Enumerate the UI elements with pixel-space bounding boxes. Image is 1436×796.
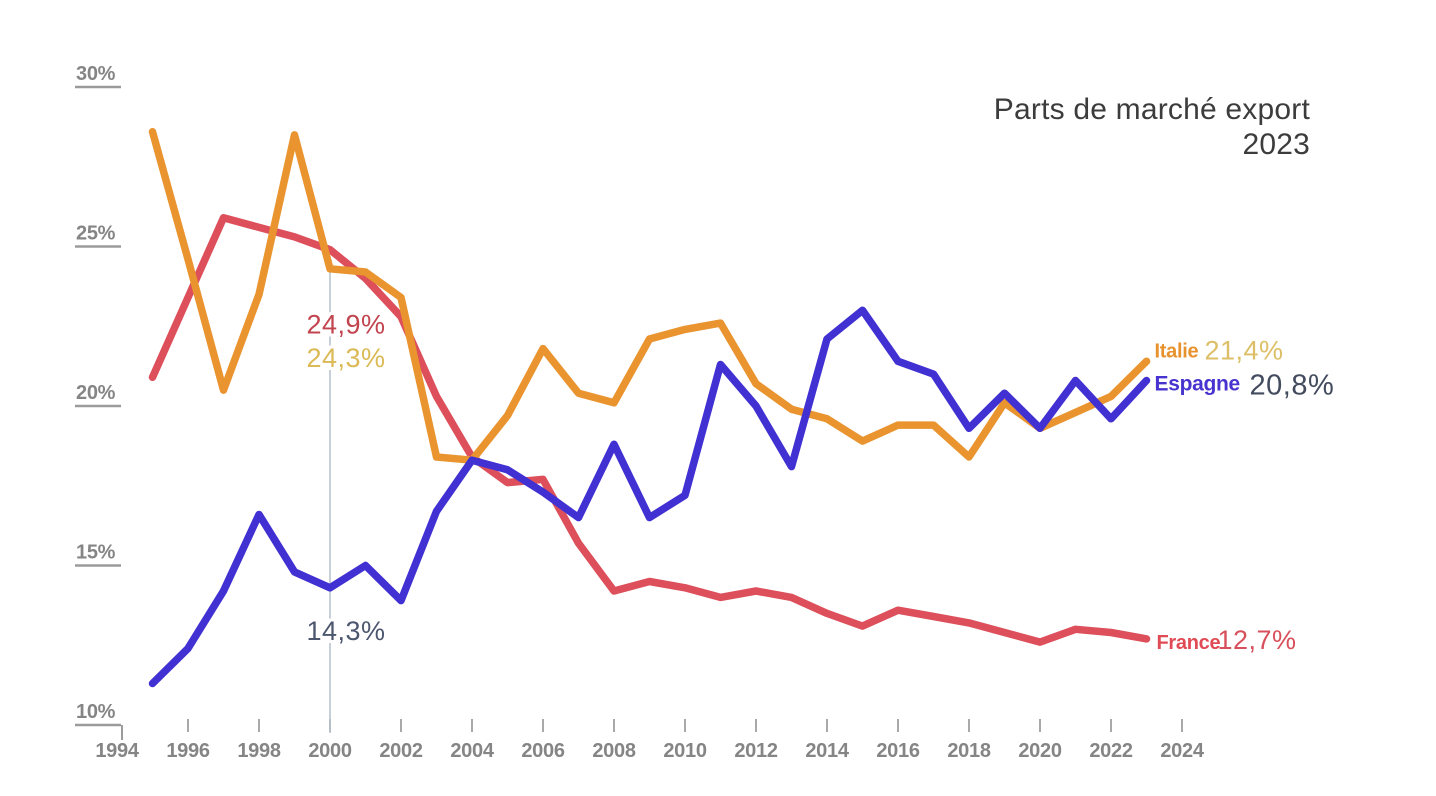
x-axis-label: 1994: [95, 740, 139, 762]
chart-title: Parts de marché export: [993, 93, 1310, 126]
x-axis-label: 1996: [166, 740, 209, 762]
x-axis-label: 1998: [237, 740, 280, 762]
x-axis-label: 2006: [521, 740, 564, 762]
y-axis-label: 20%: [76, 382, 116, 404]
x-axis-label: 2012: [734, 740, 777, 762]
series-line-france: [148, 214, 1151, 646]
series-value-label-espagne: 20,8%: [1250, 369, 1335, 401]
y-axis-label: 25%: [76, 223, 116, 245]
annotation-italie-2000: 24,3%: [306, 343, 385, 373]
annotation-france-2000: 24,9%: [306, 310, 385, 340]
x-axis-label: 2000: [308, 740, 351, 762]
x-axis-label: 2018: [947, 740, 990, 762]
series-line-espagne: [148, 306, 1151, 688]
series-name-label-france: France: [1157, 632, 1221, 654]
chart-title-block: Parts de marché export 2023: [994, 92, 1310, 162]
chart-subtitle: 2023: [1242, 128, 1310, 161]
series-value-label-italie: 21,4%: [1205, 335, 1284, 365]
annotations: 24,9%24,3% 14,3%: [303, 307, 388, 649]
y-axis-label: 30%: [76, 63, 116, 85]
annotation-espagne-2000: 14,3%: [306, 616, 385, 646]
x-axis-label: 2004: [450, 740, 494, 762]
x-axis-label: 2016: [876, 740, 919, 762]
series-name-label-espagne: Espagne: [1155, 372, 1240, 395]
x-axis-label: 2024: [1160, 740, 1204, 762]
x-axis-label: 2010: [663, 740, 706, 762]
series-name-label-italie: Italie: [1155, 340, 1199, 362]
y-axis-label: 15%: [76, 542, 116, 564]
x-axis-label: 2002: [379, 740, 422, 762]
series-lines: [148, 127, 1151, 688]
x-axis-label: 2008: [592, 740, 635, 762]
series-line-italie: [148, 127, 1151, 464]
series-value-label-france: 12,7%: [1218, 625, 1297, 655]
axes: 30% 25% 20% 15% 10% 1994 1996 1998 2000 2002 2004 2…: [75, 63, 1205, 762]
y-axis-label: 10%: [76, 701, 116, 723]
x-axis-label: 2020: [1018, 740, 1061, 762]
x-axis-label: 2022: [1089, 740, 1132, 762]
x-axis-label: 2014: [805, 740, 849, 762]
